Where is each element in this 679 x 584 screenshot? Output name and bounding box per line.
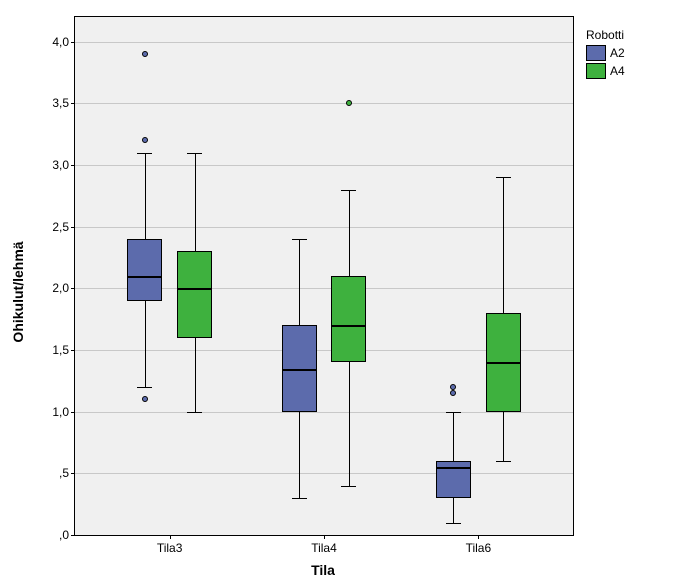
whisker — [145, 153, 146, 239]
legend-swatch — [586, 63, 606, 79]
ytick-mark — [71, 412, 75, 413]
xtick-label: Tila3 — [157, 541, 183, 555]
whisker — [503, 412, 504, 461]
outlier — [142, 396, 148, 402]
whisker-cap — [446, 412, 461, 413]
ytick-label: ,0 — [59, 528, 69, 542]
outlier — [450, 390, 456, 396]
whisker-cap — [496, 461, 511, 462]
median-line — [486, 362, 521, 364]
median-line — [127, 276, 162, 278]
ytick-mark — [71, 288, 75, 289]
gridline — [75, 42, 573, 43]
ytick-label: 1,5 — [52, 343, 69, 357]
whisker-cap — [292, 498, 307, 499]
whisker — [299, 412, 300, 498]
ytick-label: 3,0 — [52, 158, 69, 172]
whisker — [145, 301, 146, 387]
ytick-mark — [71, 42, 75, 43]
gridline — [75, 165, 573, 166]
ytick-mark — [71, 103, 75, 104]
whisker-cap — [446, 523, 461, 524]
legend-swatch — [586, 45, 606, 61]
whisker-cap — [187, 153, 202, 154]
ytick-label: ,5 — [59, 466, 69, 480]
xtick-label: Tila4 — [311, 541, 337, 555]
outlier — [450, 384, 456, 390]
ytick-label: 3,5 — [52, 96, 69, 110]
legend-item: A2 — [586, 44, 625, 62]
gridline — [75, 227, 573, 228]
legend-item-label: A4 — [610, 64, 625, 78]
whisker — [349, 362, 350, 485]
whisker — [195, 153, 196, 252]
whisker — [349, 190, 350, 276]
ytick-label: 1,0 — [52, 405, 69, 419]
xtick-mark — [324, 535, 325, 539]
whisker — [299, 239, 300, 325]
whisker — [453, 498, 454, 523]
gridline — [75, 473, 573, 474]
ytick-mark — [71, 165, 75, 166]
box — [127, 239, 162, 301]
ytick-mark — [71, 473, 75, 474]
ytick-label: 4,0 — [52, 35, 69, 49]
box — [177, 251, 212, 337]
ytick-mark — [71, 227, 75, 228]
outlier — [142, 137, 148, 143]
median-line — [282, 369, 317, 371]
whisker-cap — [187, 412, 202, 413]
plot-area: ,0,51,01,52,02,53,03,54,0Tila3Tila4Tila6 — [74, 16, 574, 536]
ytick-label: 2,0 — [52, 281, 69, 295]
box — [331, 276, 366, 362]
median-line — [436, 467, 471, 469]
gridline — [75, 412, 573, 413]
xtick-label: Tila6 — [466, 541, 492, 555]
whisker-cap — [341, 190, 356, 191]
median-line — [177, 288, 212, 290]
whisker — [503, 177, 504, 313]
whisker — [195, 338, 196, 412]
whisker-cap — [496, 177, 511, 178]
ytick-mark — [71, 535, 75, 536]
median-line — [331, 325, 366, 327]
legend-item: A4 — [586, 62, 625, 80]
whisker-cap — [137, 387, 152, 388]
legend: Robotti A2 A4 — [586, 28, 625, 80]
legend-title: Robotti — [586, 28, 625, 42]
whisker-cap — [137, 153, 152, 154]
ytick-label: 2,5 — [52, 220, 69, 234]
whisker-cap — [292, 239, 307, 240]
y-axis-title: Ohikulut/lehmä — [10, 241, 26, 342]
gridline — [75, 103, 573, 104]
whisker — [453, 412, 454, 461]
outlier — [142, 51, 148, 57]
xtick-mark — [478, 535, 479, 539]
x-axis-title: Tila — [74, 562, 572, 578]
whisker-cap — [341, 486, 356, 487]
outlier — [346, 100, 352, 106]
legend-item-label: A2 — [610, 46, 625, 60]
ytick-mark — [71, 350, 75, 351]
xtick-mark — [170, 535, 171, 539]
